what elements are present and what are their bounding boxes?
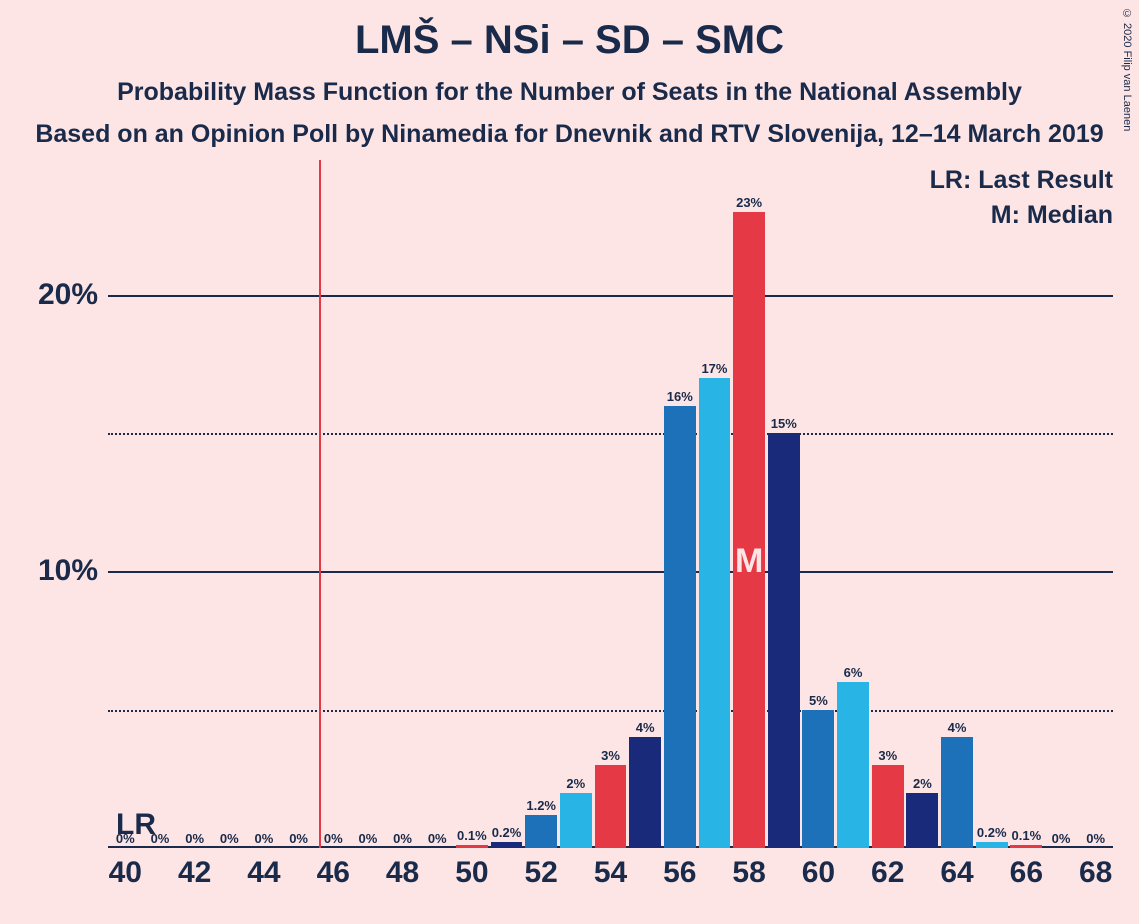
- bar-label: 15%: [771, 416, 797, 431]
- bar: 0.2%: [976, 842, 1008, 848]
- x-tick-label: 62: [871, 848, 904, 890]
- y-tick-label: 20%: [38, 278, 108, 312]
- bar-label: 4%: [636, 720, 655, 735]
- bar-label: 0%: [185, 831, 204, 846]
- bar-label: 3%: [878, 748, 897, 763]
- bar-label: 0%: [428, 831, 447, 846]
- bar: 16%: [664, 406, 696, 848]
- gridline: [108, 571, 1113, 573]
- bar: 17%: [699, 378, 731, 848]
- legend: LR: Last Result M: Median: [930, 166, 1113, 230]
- x-tick-label: 54: [594, 848, 627, 890]
- bar-label: 0%: [255, 831, 274, 846]
- chart-subtitle-1: Probability Mass Function for the Number…: [0, 78, 1139, 107]
- bar: 4%: [941, 737, 973, 848]
- bar-label: 2%: [913, 776, 932, 791]
- bar: 1.2%: [525, 815, 557, 848]
- gridline-minor: [108, 710, 1113, 712]
- bar-label: 0.2%: [492, 825, 522, 840]
- median-label: M: [735, 542, 763, 581]
- bar-label: 0%: [1052, 831, 1071, 846]
- x-tick-label: 58: [732, 848, 765, 890]
- chart-title: LMŠ – NSi – SD – SMC: [0, 18, 1139, 63]
- bar: 2%: [906, 793, 938, 848]
- bar-label: 2%: [566, 776, 585, 791]
- bar-label: 0.2%: [977, 825, 1007, 840]
- x-tick-label: 64: [940, 848, 973, 890]
- bar: 15%: [768, 433, 800, 848]
- bar-label: 4%: [948, 720, 967, 735]
- bar-label: 3%: [601, 748, 620, 763]
- bar-label: 0%: [289, 831, 308, 846]
- x-tick-label: 66: [1010, 848, 1043, 890]
- x-tick-label: 48: [386, 848, 419, 890]
- lr-line: [319, 160, 321, 848]
- bar-label: 0%: [116, 831, 135, 846]
- bar-label: 0.1%: [1012, 828, 1042, 843]
- bar: 2%: [560, 793, 592, 848]
- bar-label: 6%: [844, 665, 863, 680]
- bar: 0.2%: [491, 842, 523, 848]
- x-tick-label: 60: [802, 848, 835, 890]
- bar-label: 16%: [667, 389, 693, 404]
- bar-label: 0%: [151, 831, 170, 846]
- x-tick-label: 44: [247, 848, 280, 890]
- chart-container: © 2020 Filip van Laenen LMŠ – NSi – SD –…: [0, 0, 1139, 924]
- chart-subtitle-2: Based on an Opinion Poll by Ninamedia fo…: [0, 120, 1139, 149]
- bar: 4%: [629, 737, 661, 848]
- bar-label: 0%: [324, 831, 343, 846]
- bar: 3%: [872, 765, 904, 848]
- x-tick-label: 40: [109, 848, 142, 890]
- legend-lr: LR: Last Result: [930, 166, 1113, 195]
- bar-label: 0.1%: [457, 828, 487, 843]
- bar-label: 1.2%: [526, 798, 556, 813]
- bar: 3%: [595, 765, 627, 848]
- plot-area: LR: Last Result M: Median 10%20%LR0%0%0%…: [108, 160, 1113, 848]
- bar: 5%: [802, 710, 834, 848]
- bar-label: 0%: [359, 831, 378, 846]
- gridline: [108, 295, 1113, 297]
- gridline-minor: [108, 433, 1113, 435]
- x-tick-label: 42: [178, 848, 211, 890]
- bar-label: 17%: [701, 361, 727, 376]
- bar-label: 23%: [736, 195, 762, 210]
- x-tick-label: 56: [663, 848, 696, 890]
- bar-label: 5%: [809, 693, 828, 708]
- bar-label: 0%: [393, 831, 412, 846]
- x-tick-label: 50: [455, 848, 488, 890]
- x-tick-label: 52: [525, 848, 558, 890]
- legend-m: M: Median: [930, 201, 1113, 230]
- y-tick-label: 10%: [38, 554, 108, 588]
- x-tick-label: 46: [317, 848, 350, 890]
- bar: 6%: [837, 682, 869, 848]
- bar-label: 0%: [220, 831, 239, 846]
- x-tick-label: 68: [1079, 848, 1112, 890]
- bar-label: 0%: [1086, 831, 1105, 846]
- bar: 23%M: [733, 212, 765, 848]
